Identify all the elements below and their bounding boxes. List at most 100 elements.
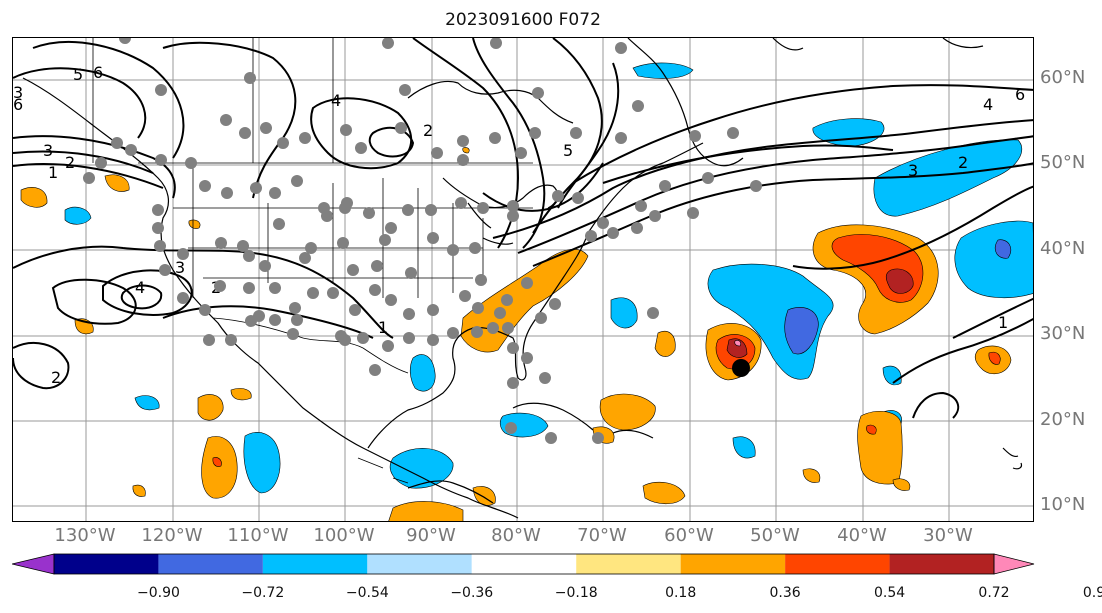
station-dot — [305, 242, 317, 254]
colorbar-tick-label: 0.90 — [1082, 585, 1102, 601]
lon-label: 60°W — [664, 525, 714, 546]
colorbar-segment — [576, 554, 681, 574]
station-dot — [507, 200, 519, 212]
fill-blue-east — [954, 220, 1033, 299]
station-dot — [371, 260, 383, 272]
colorbar-tick-label: −0.90 — [136, 585, 180, 601]
station-dot — [405, 267, 417, 279]
fill-blue-baja-sea — [243, 432, 281, 494]
lon-label: 110°W — [227, 525, 289, 546]
station-dot — [521, 277, 533, 289]
station-dot — [385, 294, 397, 306]
station-dot — [243, 250, 255, 262]
station-dot — [490, 38, 502, 49]
station-dot — [399, 84, 411, 96]
political-borders — [92, 38, 533, 484]
fill-orange-baja2 — [230, 388, 252, 401]
contour-label: 5 — [563, 141, 573, 160]
station-dot — [385, 222, 397, 234]
fill-blue-small-pacific — [134, 395, 160, 411]
colorbar-segment — [367, 554, 472, 574]
station-dot — [477, 202, 489, 214]
station-dot — [225, 334, 237, 346]
colorbar-segment — [262, 554, 368, 574]
station-dot — [750, 180, 762, 192]
station-dot — [572, 192, 584, 204]
map-panel: 5 6 3 6 3 2 1 4 2 5 4 6 3 2 3 4 2 1 2 1 — [12, 37, 1034, 522]
station-dot — [505, 422, 517, 434]
fill-darkred-central-atlantic — [726, 338, 748, 358]
station-dot — [347, 264, 359, 276]
fill-blue-atlantic-mid — [610, 297, 638, 329]
station-dot — [487, 322, 499, 334]
station-dot — [727, 127, 739, 139]
fill-red-east — [988, 351, 1001, 365]
station-dot — [269, 314, 281, 326]
contour-label: 1 — [378, 318, 388, 337]
station-dot — [244, 72, 256, 84]
station-dot — [339, 202, 351, 214]
fill-orange-caribbean — [599, 393, 656, 431]
contour-label: 6 — [1015, 85, 1025, 104]
station-dot — [659, 180, 671, 192]
lat-label: 20°N — [1040, 409, 1086, 430]
colorbar-tick-label: −0.54 — [345, 585, 389, 601]
lat-label: 30°N — [1040, 323, 1086, 344]
fill-orange-atlantic-mid — [654, 330, 676, 357]
station-dot — [521, 352, 533, 364]
station-dot — [382, 340, 394, 352]
station-dot — [403, 332, 415, 344]
contour-label: 1 — [998, 313, 1008, 332]
station-dot — [269, 187, 281, 199]
lon-label: 50°W — [750, 525, 800, 546]
fill-orange-pacific-nw — [20, 187, 48, 208]
contour-label: 6 — [13, 95, 23, 114]
colorbar-tick-label: −0.18 — [554, 585, 598, 601]
station-dot — [395, 122, 407, 134]
colorbar-segment — [680, 554, 786, 574]
station-dot — [363, 207, 375, 219]
fill-orange-pacific-sw — [201, 436, 238, 499]
lat-label: 40°N — [1040, 238, 1086, 259]
station-dot — [471, 326, 483, 338]
station-dot — [125, 144, 137, 156]
station-dot — [649, 210, 661, 222]
station-dot — [199, 304, 211, 316]
station-dot — [447, 244, 459, 256]
station-dot — [369, 364, 381, 376]
contour-lines — [13, 38, 1033, 419]
station-dot — [177, 248, 189, 260]
station-dot — [425, 204, 437, 216]
contour-label: 2 — [958, 153, 968, 172]
contour-label: 4 — [135, 278, 145, 297]
station-dot — [501, 294, 513, 306]
station-dot — [177, 292, 189, 304]
station-dot — [379, 234, 391, 246]
station-dot — [269, 282, 281, 294]
station-dot — [299, 252, 311, 264]
station-dot — [459, 290, 471, 302]
station-dot — [340, 124, 352, 136]
station-dot — [159, 264, 171, 276]
lon-label: 100°W — [313, 525, 375, 546]
fill-blue-atlantic-west-core — [784, 307, 819, 355]
station-dot — [83, 172, 95, 184]
fill-orange-small-atl — [802, 468, 821, 483]
lon-label: 80°W — [491, 525, 541, 546]
station-dot — [349, 304, 361, 316]
station-dot — [357, 332, 369, 344]
station-dot — [585, 230, 597, 242]
contour-label: 2 — [51, 368, 61, 387]
station-dot — [215, 237, 227, 249]
station-dot — [155, 154, 167, 166]
colorbar-tick-label: 0.36 — [769, 585, 801, 601]
station-dot — [427, 232, 439, 244]
station-dot — [687, 207, 699, 219]
fill-blue-pacific — [64, 206, 92, 225]
station-dot — [152, 222, 164, 234]
contour-label: 3 — [908, 161, 918, 180]
lon-label: 120°W — [141, 525, 203, 546]
station-dot — [119, 38, 131, 44]
station-dot — [203, 334, 215, 346]
station-dot — [369, 284, 381, 296]
